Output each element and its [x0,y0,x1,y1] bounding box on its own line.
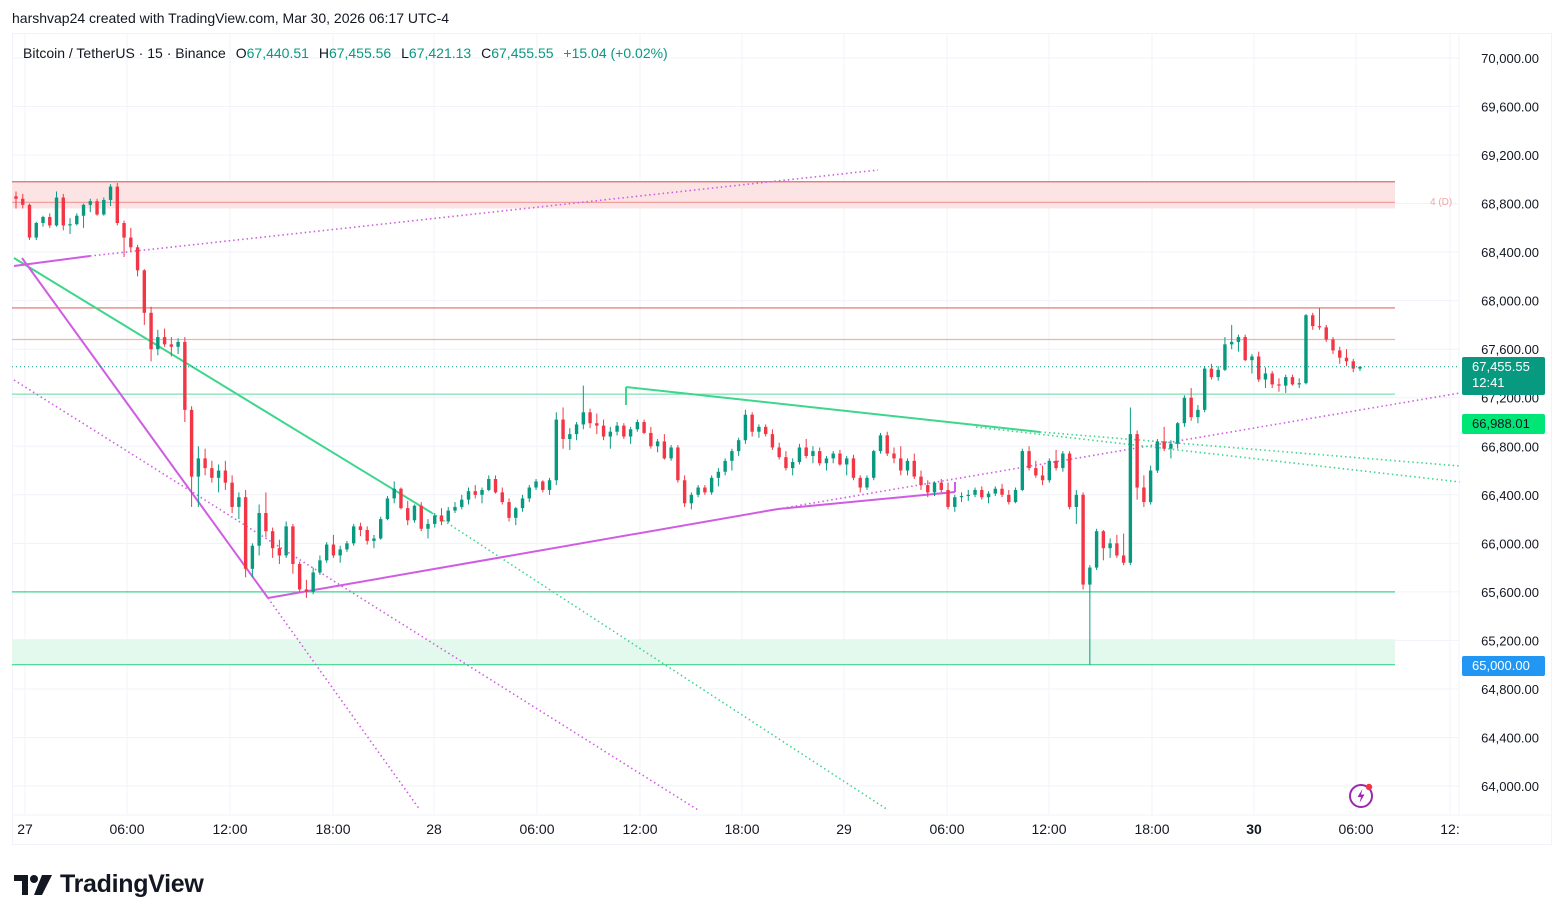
time-tick-label: 18:00 [1134,821,1169,837]
change-value: +15.04 (+0.02%) [563,45,668,61]
price-tick-label: 65,600.00 [1481,585,1539,600]
time-tick-label: 12: [1440,821,1459,837]
level-price-tag-blue: 65,000.00 [1462,656,1545,676]
price-axis[interactable]: 70,000.00 69,600.00 69,200.00 68,800.00 68,4… [1481,51,1539,794]
time-tick-label: 18:00 [724,821,759,837]
chart-frame [12,33,1552,845]
high-value: 67,455.56 [328,45,392,61]
horizontal-levels [12,181,1395,666]
price-tick-label: 67,600.00 [1481,342,1539,357]
price-tick-label: 66,800.00 [1481,439,1539,454]
price-tick-label: 68,000.00 [1481,294,1539,309]
time-tick-label: 29 [836,821,852,837]
zone-label: 4 (D) [1430,197,1453,208]
chart-grid [12,33,1459,815]
time-tick-label: 12:00 [622,821,657,837]
price-tick-label: 69,600.00 [1481,100,1539,115]
open-label: O [235,45,247,61]
chart-attribution: harshvap24 created with TradingView.com,… [12,10,450,26]
price-tick-label: 70,000.00 [1481,51,1539,66]
lightning-alert-icon[interactable] [1348,782,1374,808]
time-tick-label: 06:00 [929,821,964,837]
close-value: 67,455.55 [491,45,554,61]
price-zones [12,181,1395,665]
price-tick-label: 68,800.00 [1481,197,1539,212]
time-tick-label: 18:00 [315,821,350,837]
last-price-tag: 67,455.55 12:41 [1462,357,1545,395]
price-tick-label: 64,000.00 [1481,779,1539,794]
time-tick-label: 06:00 [1338,821,1373,837]
price-tick-label: 68,400.00 [1481,245,1539,260]
price-tick-label: 66,400.00 [1481,488,1539,503]
price-tick-label: 69,200.00 [1481,148,1539,163]
close-label: C [481,45,492,61]
low-value: 67,421.13 [408,45,472,61]
last-price-value: 67,455.55 [1472,359,1530,374]
tradingview-wordmark: TradingView [60,870,204,898]
candles [14,182,1362,665]
level-price-tag-green: 66,988.01 [1462,414,1545,434]
time-tick-label: 06:00 [519,821,554,837]
time-tick-label: 12:00 [212,821,247,837]
tradingview-logo-icon [14,874,52,895]
ohlc-legend: Bitcoin / TetherUS · 15 · Binance O67,44… [23,45,668,61]
time-axis[interactable]: 27 06:00 12:00 18:00 28 06:00 12:00 18:00 29 06:0… [17,821,1460,837]
low-label: L [401,45,409,61]
price-tick-label: 64,400.00 [1481,730,1539,745]
time-tick-label: 27 [17,821,33,837]
bar-countdown: 12:41 [1472,375,1505,390]
price-tick-label: 66,000.00 [1481,536,1539,551]
time-tick-label: 30 [1246,821,1262,837]
trendlines [13,169,1461,811]
price-tick-label: 65,200.00 [1481,633,1539,648]
time-tick-label: 06:00 [109,821,144,837]
tradingview-logo[interactable]: TradingView [14,870,204,899]
time-tick-label: 12:00 [1031,821,1066,837]
price-tick-label: 64,800.00 [1481,682,1539,697]
high-label: H [318,45,329,61]
symbol-label[interactable]: Bitcoin / TetherUS · 15 · Binance [23,45,226,61]
open-value: 67,440.51 [246,45,309,61]
time-tick-label: 28 [426,821,442,837]
